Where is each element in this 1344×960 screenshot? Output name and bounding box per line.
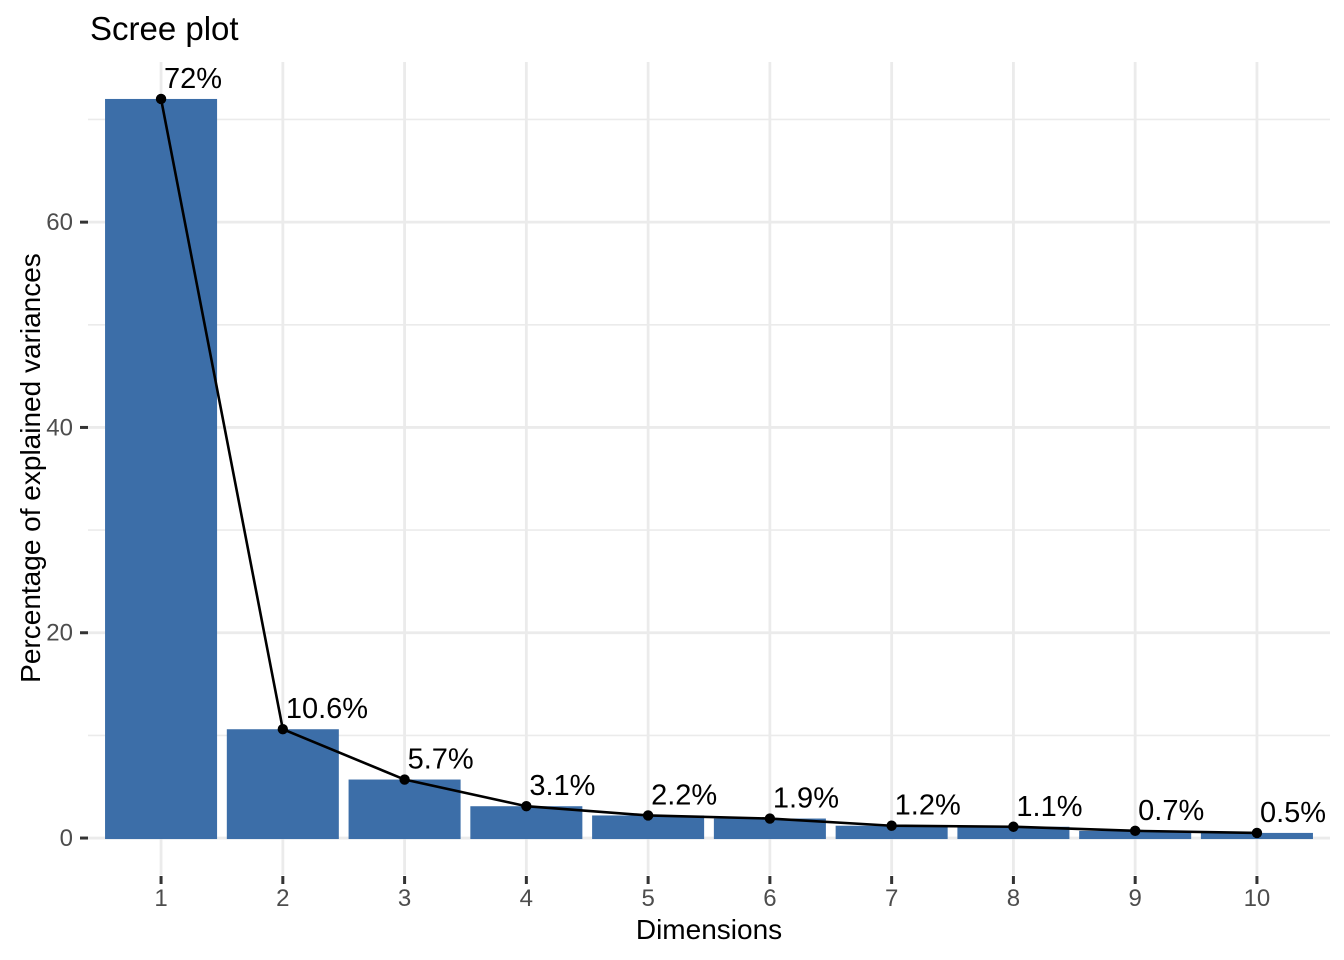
- data-point: [399, 774, 410, 785]
- point-label: 5.7%: [408, 744, 474, 776]
- x-tick-label: 8: [1007, 885, 1020, 912]
- bar: [105, 98, 218, 840]
- point-label: 2.2%: [651, 779, 717, 811]
- x-tick-label: 5: [641, 885, 654, 912]
- point-label: 72%: [164, 63, 222, 95]
- bar: [470, 806, 583, 840]
- bar: [957, 826, 1070, 840]
- data-point: [155, 93, 167, 105]
- y-tick-label: 40: [46, 414, 73, 441]
- bar: [592, 815, 705, 840]
- data-point: [521, 801, 532, 812]
- bar: [348, 779, 461, 840]
- x-tick-label: 1: [154, 885, 167, 912]
- point-label: 0.5%: [1260, 797, 1326, 829]
- data-point: [1129, 825, 1141, 837]
- point-label: 10.6%: [286, 693, 368, 725]
- x-tick-label: 3: [398, 885, 411, 912]
- data-point: [642, 810, 654, 821]
- y-tick-label: 20: [46, 620, 73, 647]
- x-tick-label: 9: [1128, 885, 1141, 912]
- y-tick-label: 60: [46, 209, 73, 236]
- data-point: [277, 724, 289, 735]
- x-tick-label: 4: [520, 885, 533, 912]
- point-label: 1.2%: [895, 790, 961, 822]
- data-point: [886, 820, 897, 831]
- bar: [226, 729, 339, 840]
- x-tick-label: 7: [885, 885, 898, 912]
- point-label: 1.9%: [773, 783, 839, 815]
- x-tick-label: 10: [1244, 885, 1271, 912]
- data-point: [764, 813, 776, 824]
- y-tick-label: 0: [60, 825, 73, 852]
- point-label: 0.7%: [1138, 795, 1204, 827]
- x-tick-label: 2: [276, 885, 289, 912]
- scree-line: [159, 98, 1257, 835]
- bar: [835, 825, 948, 840]
- bar: [713, 818, 826, 840]
- x-tick-label: 6: [763, 885, 776, 912]
- y-axis-title: Percentage of explained variances: [15, 253, 46, 683]
- point-label: 3.1%: [529, 770, 595, 802]
- x-axis-title: Dimensions: [635, 914, 783, 945]
- point-label: 1.1%: [1016, 791, 1082, 823]
- data-point: [1008, 821, 1019, 832]
- chart-title: Scree plot: [90, 10, 239, 47]
- data-point: [1251, 827, 1263, 839]
